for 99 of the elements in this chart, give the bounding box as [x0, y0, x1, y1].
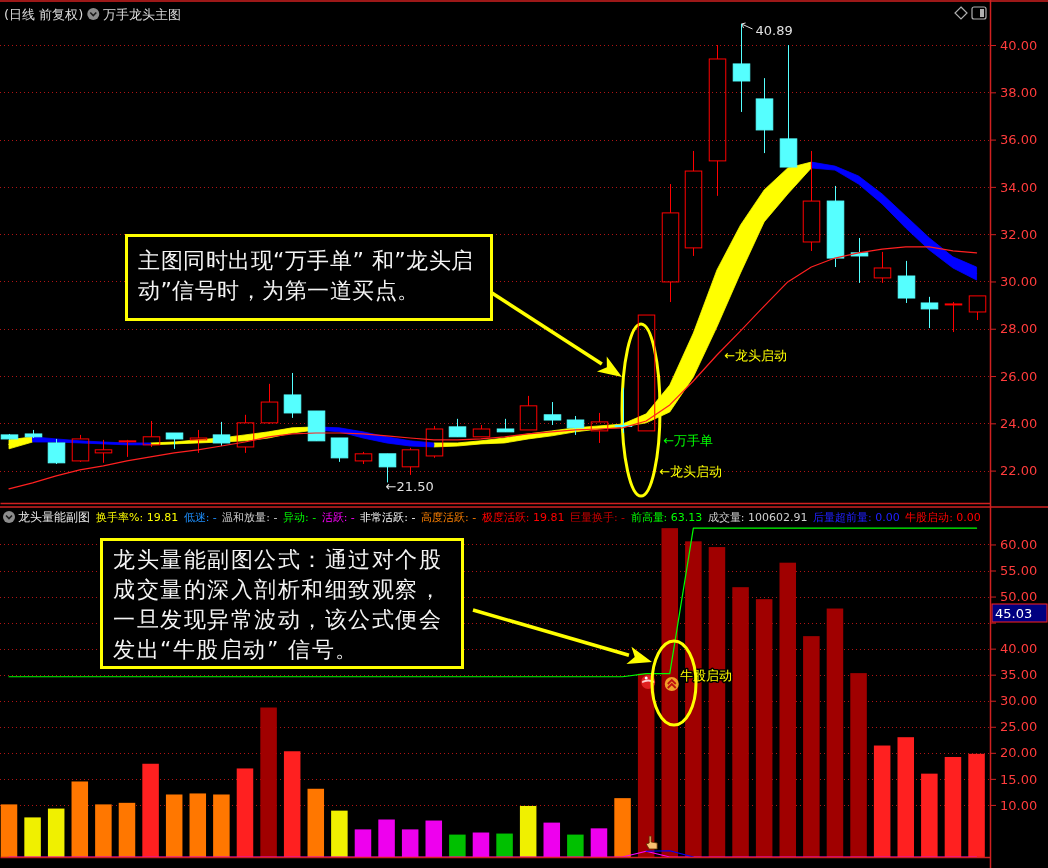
candlestick: [47, 438, 66, 465]
candlestick: [897, 260, 916, 304]
candlestick: [260, 383, 279, 424]
y-tick-label: 10.00: [1000, 797, 1038, 813]
annotation: 换手率%: 19.81: [96, 510, 179, 524]
y-tick-label: 40.00: [1000, 641, 1038, 657]
bar: [732, 587, 749, 857]
annotation: 极度活跃: 19.81: [480, 510, 565, 524]
bar: [661, 528, 679, 857]
bar: [519, 805, 537, 857]
bar: [873, 745, 891, 857]
bar: [779, 562, 797, 857]
annotation: 40.89: [755, 22, 793, 38]
y-tick-label: 40.00: [1000, 37, 1038, 53]
y-tick-label: 22.00: [1000, 463, 1038, 479]
bar: [614, 798, 631, 857]
y-tick-label: 20.00: [1000, 745, 1038, 761]
bar: [826, 608, 844, 857]
bar: [307, 788, 325, 857]
y-tick-label: 38.00: [1000, 84, 1038, 100]
candlestick: [330, 437, 349, 463]
annotation: 异动: -: [283, 510, 317, 524]
annotation: ←龙头启动: [724, 347, 788, 363]
candlestick: [850, 237, 869, 284]
bar: [213, 794, 230, 857]
bar: [850, 673, 867, 857]
bar: [118, 802, 136, 857]
annotation: 主图同时出现“万手单” 和”龙头启动”信号时，为第一道买点。: [125, 234, 493, 321]
candlestick: [708, 44, 727, 197]
bar: [496, 833, 513, 857]
candlestick: [543, 401, 562, 426]
bar: [71, 781, 89, 857]
annotation: 巨量换手: -: [569, 510, 626, 524]
bar: [165, 794, 183, 857]
annotation: 活跃: -: [321, 510, 355, 524]
annotation: 牛股启动: 0.00: [905, 510, 981, 524]
bar: [425, 820, 443, 857]
bar: [331, 810, 348, 857]
bar: [260, 707, 277, 857]
chart-subtitle: 万手龙头主图: [103, 6, 182, 22]
bar: [47, 808, 65, 857]
y-tick-label: 36.00: [1000, 132, 1038, 148]
annotation: 龙头量能副图公式：通过对个股成交量的深入剖析和细致观察，一旦发现异常波动，该公式便会发出“牛股启动” 信号。: [100, 538, 464, 669]
bar: [0, 804, 18, 857]
bar: [283, 751, 301, 857]
annotation: 非常活跃: -: [360, 510, 416, 524]
candlestick: [661, 183, 680, 303]
bar: [95, 804, 112, 857]
bar: [236, 768, 254, 857]
candlestick: [212, 421, 231, 447]
y-tick-label: 55.00: [1000, 563, 1038, 579]
bar: [897, 737, 915, 857]
candlestick: [94, 439, 113, 464]
y-tick-label: 28.00: [1000, 321, 1038, 337]
annotation: ←龙头启动: [659, 463, 723, 479]
annotation: 前高量: 63.13: [630, 510, 703, 524]
y-tick-label: 24.00: [1000, 415, 1038, 431]
annotation: ←万手单: [663, 432, 714, 448]
y-tick-label: 35.00: [1000, 667, 1038, 683]
y-tick-label: 60.00: [1000, 537, 1038, 553]
y-tick-label: 34.00: [1000, 179, 1038, 195]
y-tick-label: 26.00: [1000, 368, 1038, 384]
bar: [755, 599, 773, 857]
y-tick-label: 32.00: [1000, 226, 1038, 242]
candlestick: [920, 296, 939, 329]
candlestick: [283, 372, 302, 419]
annotation: 低迷: -: [183, 510, 217, 524]
annotation: 成交量: 100602.91: [707, 510, 808, 524]
bar: [921, 773, 938, 857]
candlestick: [566, 415, 585, 436]
bar: [401, 829, 419, 857]
y-tick-label: 30.00: [1000, 274, 1038, 290]
bar: [24, 817, 41, 857]
chart-title: (日线 前复权): [4, 6, 84, 22]
text: 45.03: [995, 605, 1033, 621]
candlestick: [142, 420, 161, 448]
bar: [590, 828, 608, 857]
annotation: 高度活跃: -: [421, 510, 477, 524]
bar: [803, 636, 820, 857]
bar: [189, 793, 207, 857]
annotation: 后量超前量: 0.00: [812, 510, 900, 524]
bar: [968, 753, 985, 857]
annotation: ←21.50: [385, 478, 434, 494]
bar: [142, 763, 159, 857]
y-tick-label: 30.00: [1000, 693, 1038, 709]
line-series: [8, 246, 978, 490]
y-tick-label: 15.00: [1000, 771, 1038, 787]
chart-title: 龙头量能副图: [18, 510, 90, 524]
bar: [378, 819, 395, 857]
annotation: 温和放量: -: [222, 510, 278, 524]
bar: [472, 832, 490, 857]
bar: [449, 834, 466, 857]
bar: [944, 756, 962, 857]
candlestick: [378, 453, 397, 483]
bar: [354, 829, 372, 857]
bar: [543, 822, 561, 857]
y-tick-label: 50.00: [1000, 589, 1038, 605]
bar: [567, 834, 584, 857]
y-tick-label: 25.00: [1000, 719, 1038, 735]
